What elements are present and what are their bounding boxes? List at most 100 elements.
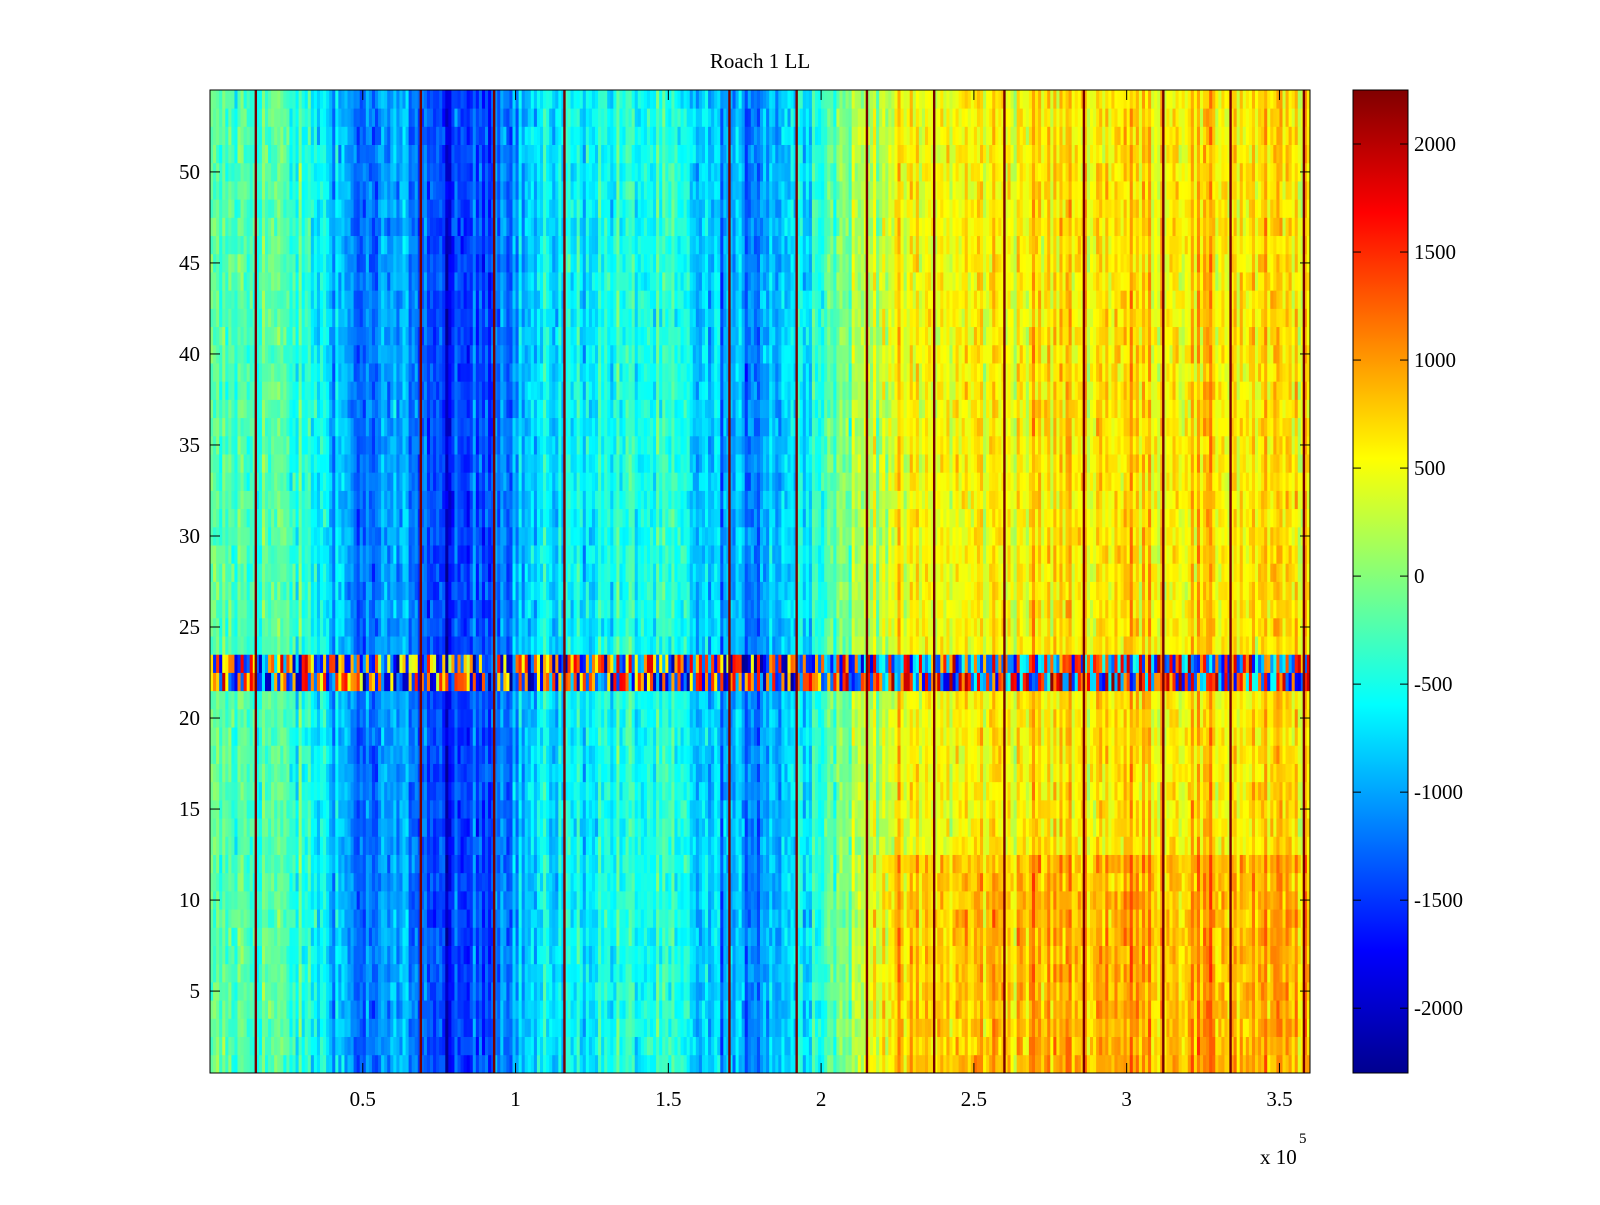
heatmap-cell [1197,982,1200,1001]
heatmap-cell [412,946,415,965]
heatmap-cell [971,1018,974,1037]
heatmap-cell [678,946,681,965]
heatmap-cell [772,1037,775,1056]
heatmap-cell [839,982,842,1001]
heatmap-cell [821,982,824,1001]
heatmap-cell [839,964,842,983]
heatmap-cell [733,1000,736,1019]
heatmap-cell [335,1037,338,1056]
heatmap-cell [1142,1055,1145,1074]
heatmap-cell [1053,964,1056,983]
heatmap-cell [907,1055,910,1074]
heatmap-cell [381,1037,384,1056]
heatmap-cell [317,1018,320,1037]
heatmap-cell [378,982,381,1001]
heatmap-cell [222,1055,225,1074]
heatmap-cell [659,1000,662,1019]
heatmap-cell [271,982,274,1001]
heatmap-cell [619,964,622,983]
heatmap-cell [1032,1018,1035,1037]
heatmap-cell [623,1037,626,1056]
heatmap-cell [378,1018,381,1037]
heatmap-cell [1139,1055,1142,1074]
heatmap-cell [690,1037,693,1056]
heatmap-cell [409,1018,412,1037]
heatmap-cell [748,1037,751,1056]
heatmap-cell [1157,1055,1160,1074]
heatmap-cell [571,964,574,983]
heatmap-cell [366,982,369,1001]
heatmap-cell [968,1055,971,1074]
heatmap-cell [231,1037,234,1056]
heatmap-cell [650,1055,653,1074]
heatmap-cell [427,964,430,983]
heatmap-cell [241,964,244,983]
heatmap-cell [1240,1000,1243,1019]
heatmap-cell [412,1018,415,1037]
heatmap-cell [812,1000,815,1019]
heatmap-cell [271,946,274,965]
heatmap-cell [876,1018,879,1037]
heatmap-cell [937,982,940,1001]
heatmap-cell [791,1055,794,1074]
heatmap-cell [766,946,769,965]
heatmap-cell [843,1018,846,1037]
heatmap-cell [592,946,595,965]
heatmap-cell [800,1055,803,1074]
heatmap-cell [1023,1018,1026,1037]
heatmap-cell [314,946,317,965]
heatmap-cell [1166,982,1169,1001]
heatmap-cell [607,1000,610,1019]
heatmap-cell [833,982,836,1001]
heatmap-cell [858,1000,861,1019]
heatmap-cell [1237,1055,1240,1074]
heatmap-cell [1206,982,1209,1001]
heatmap-cell [910,982,913,1001]
heatmap-cell [406,982,409,1001]
heatmap-cell [289,1037,292,1056]
heatmap-cell [989,1037,992,1056]
heatmap-cell [537,1055,540,1074]
heatmap-cell [225,1055,228,1074]
heatmap-cell [424,1037,427,1056]
heatmap-cell [940,964,943,983]
heatmap-cell [873,1018,876,1037]
heatmap-cell [543,964,546,983]
heatmap-cell [528,1018,531,1037]
heatmap-cell [659,1018,662,1037]
heatmap-cell [1059,964,1062,983]
heatmap-cell [839,1018,842,1037]
heatmap-cell [338,1055,341,1074]
heatmap-cell [894,1000,897,1019]
heatmap-cell [293,1037,296,1056]
heatmap-cell [415,1018,418,1037]
heatmap-cell [610,1055,613,1074]
heatmap-cell [299,946,302,965]
heatmap-cell [1270,1018,1273,1037]
heatmap-cell [500,982,503,1001]
heatmap-cell [296,1055,299,1074]
heatmap-cell [1035,1000,1038,1019]
heatmap-cell [451,1018,454,1037]
heatmap-cell [451,1037,454,1056]
heatmap-cell [733,1018,736,1037]
heatmap-cell [806,1018,809,1037]
heatmap-cell [849,1055,852,1074]
heatmap-cell [1102,982,1105,1001]
heatmap-cell [772,1018,775,1037]
heatmap-cell [329,1018,332,1037]
heatmap-cell [1063,1018,1066,1037]
heatmap-cell [1173,1000,1176,1019]
heatmap-cell [791,1037,794,1056]
heatmap-cell [1200,1037,1203,1056]
heatmap-cell [244,946,247,965]
heatmap-cell [305,946,308,965]
heatmap-cell [503,1055,506,1074]
heatmap-cell [1157,982,1160,1001]
heatmap-cell [876,1037,879,1056]
heatmap-cell [225,1000,228,1019]
heatmap-cell [827,982,830,1001]
heatmap-cell [885,982,888,1001]
heatmap-cell [540,1037,543,1056]
heatmap-cell [399,1000,402,1019]
